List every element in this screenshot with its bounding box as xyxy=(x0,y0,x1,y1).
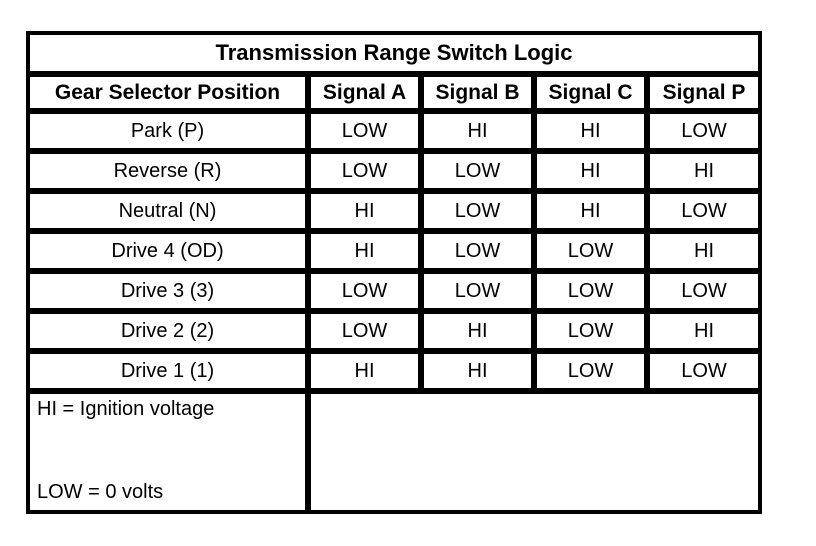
signal-p-cell: HI xyxy=(647,151,762,191)
table-row-drive-4: Drive 4 (OD) HI LOW LOW HI xyxy=(27,231,762,271)
signal-c-cell: LOW xyxy=(534,311,647,351)
legend-line-low: LOW = 0 volts xyxy=(37,481,164,503)
signal-p-cell: HI xyxy=(647,231,762,271)
legend-line-hi: HI = Ignition voltage xyxy=(37,398,215,420)
signal-b-cell: LOW xyxy=(421,271,534,311)
signal-a-cell: HI xyxy=(308,231,421,271)
signal-p-cell: LOW xyxy=(647,271,762,311)
signal-b-cell: LOW xyxy=(421,191,534,231)
table-footer-row: HI = Ignition voltage LOW = 0 volts xyxy=(27,391,762,513)
signal-a-cell: LOW xyxy=(308,271,421,311)
signal-c-cell: LOW xyxy=(534,271,647,311)
table-row-drive-1: Drive 1 (1) HI HI LOW LOW xyxy=(27,351,762,391)
table-row-neutral: Neutral (N) HI LOW HI LOW xyxy=(27,191,762,231)
signal-a-cell: HI xyxy=(308,191,421,231)
table-row-drive-2: Drive 2 (2) LOW HI LOW HI xyxy=(27,311,762,351)
empty-footer-cell xyxy=(308,391,762,513)
column-header-signal-b: Signal B xyxy=(421,74,534,111)
gear-cell: Reverse (R) xyxy=(27,151,308,191)
signal-a-cell: LOW xyxy=(308,151,421,191)
column-header-gear-selector-position: Gear Selector Position xyxy=(27,74,308,111)
signal-a-cell: HI xyxy=(308,351,421,391)
signal-b-cell: LOW xyxy=(421,231,534,271)
gear-cell: Drive 4 (OD) xyxy=(27,231,308,271)
gear-cell: Drive 1 (1) xyxy=(27,351,308,391)
column-header-signal-a: Signal A xyxy=(308,74,421,111)
signal-b-cell: HI xyxy=(421,351,534,391)
column-header-signal-p: Signal P xyxy=(647,74,762,111)
gear-cell: Neutral (N) xyxy=(27,191,308,231)
table-title: Transmission Range Switch Logic xyxy=(27,32,762,74)
signal-p-cell: LOW xyxy=(647,191,762,231)
signal-p-cell: LOW xyxy=(647,111,762,151)
signal-c-cell: HI xyxy=(534,191,647,231)
legend-cell: HI = Ignition voltage LOW = 0 volts xyxy=(27,391,308,513)
signal-a-cell: LOW xyxy=(308,311,421,351)
signal-p-cell: HI xyxy=(647,311,762,351)
signal-c-cell: LOW xyxy=(534,351,647,391)
gear-cell: Drive 3 (3) xyxy=(27,271,308,311)
signal-b-cell: HI xyxy=(421,111,534,151)
signal-b-cell: LOW xyxy=(421,151,534,191)
gear-cell: Drive 2 (2) xyxy=(27,311,308,351)
signal-c-cell: LOW xyxy=(534,231,647,271)
legend: HI = Ignition voltage LOW = 0 volts xyxy=(32,394,303,510)
signal-c-cell: HI xyxy=(534,111,647,151)
table-row-park: Park (P) LOW HI HI LOW xyxy=(27,111,762,151)
transmission-range-switch-logic-table: Transmission Range Switch Logic Gear Sel… xyxy=(26,31,763,514)
signal-p-cell: LOW xyxy=(647,351,762,391)
signal-b-cell: HI xyxy=(421,311,534,351)
column-header-signal-c: Signal C xyxy=(534,74,647,111)
table-row-drive-3: Drive 3 (3) LOW LOW LOW LOW xyxy=(27,271,762,311)
table-header-row: Gear Selector Position Signal A Signal B… xyxy=(27,74,762,111)
table-title-row: Transmission Range Switch Logic xyxy=(27,32,762,74)
signal-a-cell: LOW xyxy=(308,111,421,151)
signal-c-cell: HI xyxy=(534,151,647,191)
gear-cell: Park (P) xyxy=(27,111,308,151)
table-row-reverse: Reverse (R) LOW LOW HI HI xyxy=(27,151,762,191)
